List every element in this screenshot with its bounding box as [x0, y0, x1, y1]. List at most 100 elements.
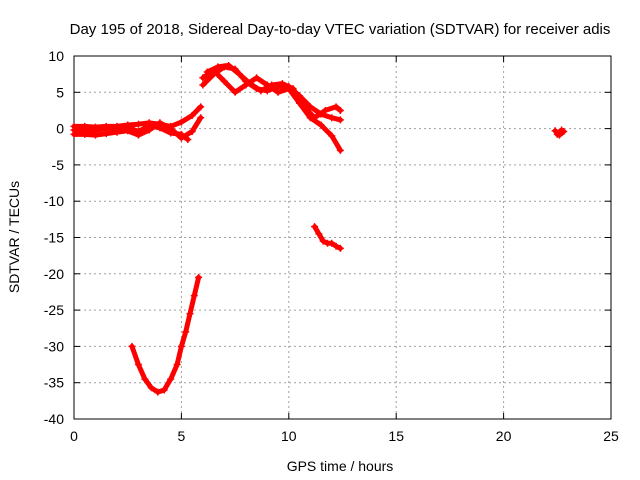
data-point: [167, 375, 175, 383]
data-point: [81, 127, 89, 135]
data-point: [253, 74, 261, 82]
data-point: [220, 77, 228, 85]
data-series: [70, 61, 568, 396]
data-point: [300, 103, 308, 111]
data-point: [195, 273, 203, 281]
data-point: [91, 126, 99, 134]
chart-title: Day 195 of 2018, Sidereal Day-to-day VTE…: [70, 21, 611, 38]
data-point: [154, 388, 162, 396]
data-point: [160, 386, 168, 394]
data-point: [102, 125, 110, 133]
data-point: [257, 87, 265, 95]
data-point: [328, 114, 336, 122]
data-point: [289, 85, 297, 93]
data-point: [214, 63, 222, 71]
data-point: [147, 384, 155, 392]
data-point: [225, 61, 233, 69]
data-point: [317, 121, 325, 129]
data-point: [188, 112, 196, 120]
data-point: [278, 80, 286, 88]
x-tick-label: 5: [178, 428, 186, 444]
y-tick-label: -15: [44, 230, 64, 246]
data-point: [268, 81, 276, 89]
data-point: [197, 103, 205, 111]
data-point: [113, 124, 121, 132]
y-tick-label: -10: [44, 193, 64, 209]
axis-ticks: 0 5 10 15 20 25 -40 -35 -30 -25 -20 -15 -10 -5 0 5 10: [44, 48, 619, 444]
data-point: [315, 230, 323, 238]
data-point: [184, 135, 192, 143]
data-point: [124, 123, 132, 131]
data-point: [188, 128, 196, 136]
data-point: [156, 124, 164, 132]
grid: [74, 56, 611, 419]
series-trace: [200, 68, 343, 153]
data-point: [328, 132, 336, 140]
data-point: [558, 126, 566, 134]
data-point: [173, 361, 181, 369]
series-trace-g: [128, 273, 203, 396]
data-point: [141, 375, 149, 383]
data-point: [177, 118, 185, 126]
series-trace-i: [551, 126, 568, 139]
data-point: [336, 244, 344, 252]
series-trace-a: [70, 103, 205, 131]
data-point: [332, 103, 340, 111]
data-point: [134, 128, 142, 136]
x-tick-label: 10: [281, 428, 297, 444]
data-point: [328, 239, 336, 247]
data-point: [197, 114, 205, 122]
data-point: [177, 130, 185, 138]
series-trace: [129, 274, 202, 395]
data-point: [332, 242, 340, 250]
data-point: [134, 361, 142, 369]
series-trace-f: [203, 61, 344, 122]
data-point: [167, 129, 175, 137]
data-point: [274, 88, 282, 96]
data-point: [199, 74, 207, 82]
data-point: [551, 127, 559, 135]
data-point: [235, 70, 243, 78]
y-axis-label: SDTVAR / TECUs: [6, 181, 22, 293]
y-tick-label: -35: [44, 375, 64, 391]
data-point: [177, 342, 185, 350]
y-tick-label: 0: [56, 121, 64, 137]
y-tick-label: -20: [44, 266, 64, 282]
data-point: [553, 130, 561, 138]
data-point: [128, 342, 136, 350]
data-point: [336, 146, 344, 154]
data-point: [336, 116, 344, 124]
data-point: [311, 114, 319, 122]
data-point: [319, 237, 327, 245]
y-tick-label: -25: [44, 302, 64, 318]
data-point: [145, 122, 153, 130]
x-tick-label: 20: [496, 428, 512, 444]
x-axis-label: GPS time / hours: [287, 458, 394, 474]
y-tick-label: -5: [52, 157, 65, 173]
data-point: [246, 80, 254, 88]
x-tick-label: 0: [70, 428, 78, 444]
series-trace-c: [70, 122, 192, 143]
data-point: [186, 310, 194, 318]
data-point: [203, 68, 211, 76]
y-tick-label: -40: [44, 411, 64, 427]
y-tick-label: 10: [48, 48, 64, 64]
data-point: [321, 106, 329, 114]
x-tick-label: 15: [388, 428, 404, 444]
y-tick-label: 5: [56, 84, 64, 100]
series-trace-b: [70, 114, 205, 142]
series-trace: [204, 62, 343, 121]
data-point: [231, 88, 239, 96]
x-tick-label: 25: [603, 428, 619, 444]
series-trace-h: [311, 223, 344, 252]
data-point: [306, 103, 314, 111]
data-point: [134, 120, 142, 128]
data-point: [70, 126, 78, 134]
y-tick-label: -30: [44, 338, 64, 354]
data-point: [190, 292, 198, 300]
data-point: [182, 328, 190, 336]
data-point: [199, 81, 207, 89]
data-point: [311, 223, 319, 231]
data-point: [336, 106, 344, 114]
